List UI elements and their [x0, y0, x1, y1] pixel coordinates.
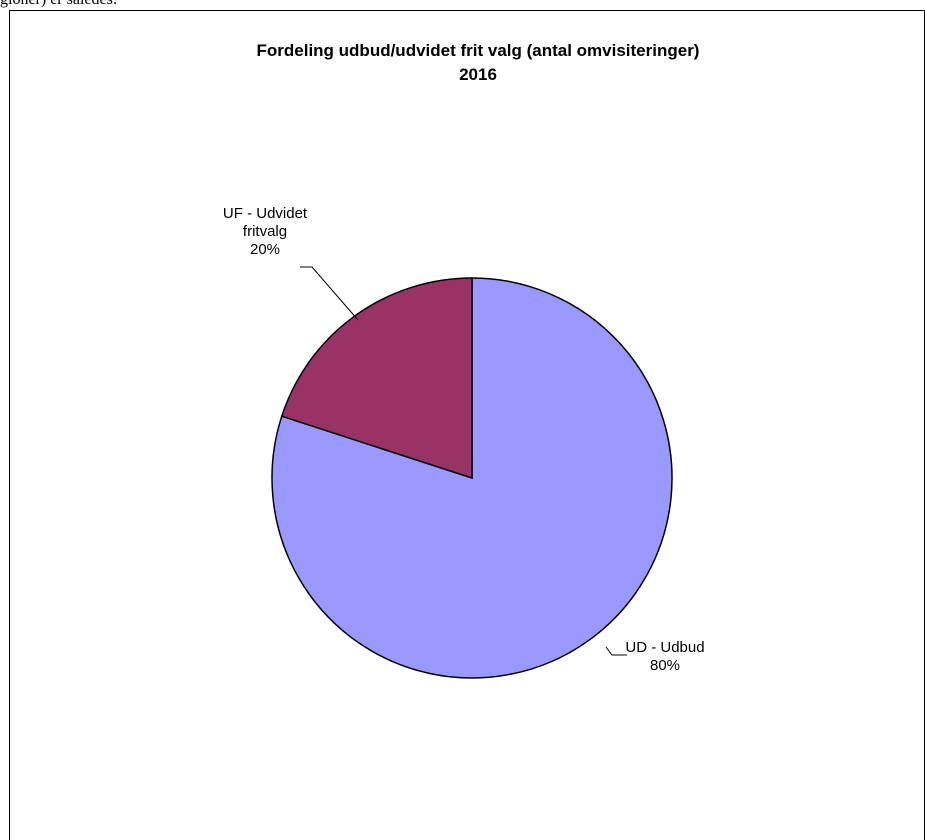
slice-name-label-1: UF - Udvidet: [223, 205, 308, 222]
slice-value-label-1: 20%: [250, 241, 280, 258]
slice-name-label-0: UD - Udbud: [625, 639, 704, 656]
leader-line-0: [605, 646, 627, 656]
preceding-document-text: gioner) er således:: [0, 0, 117, 9]
chart-title: Fordeling udbud/udvidet frit valg (antal…: [257, 41, 700, 60]
slice-value-label-0: 80%: [650, 657, 680, 674]
chart-subtitle: 2016: [459, 65, 497, 84]
slice-name-label-1: fritvalg: [243, 223, 287, 240]
leader-line-1: [300, 266, 359, 321]
